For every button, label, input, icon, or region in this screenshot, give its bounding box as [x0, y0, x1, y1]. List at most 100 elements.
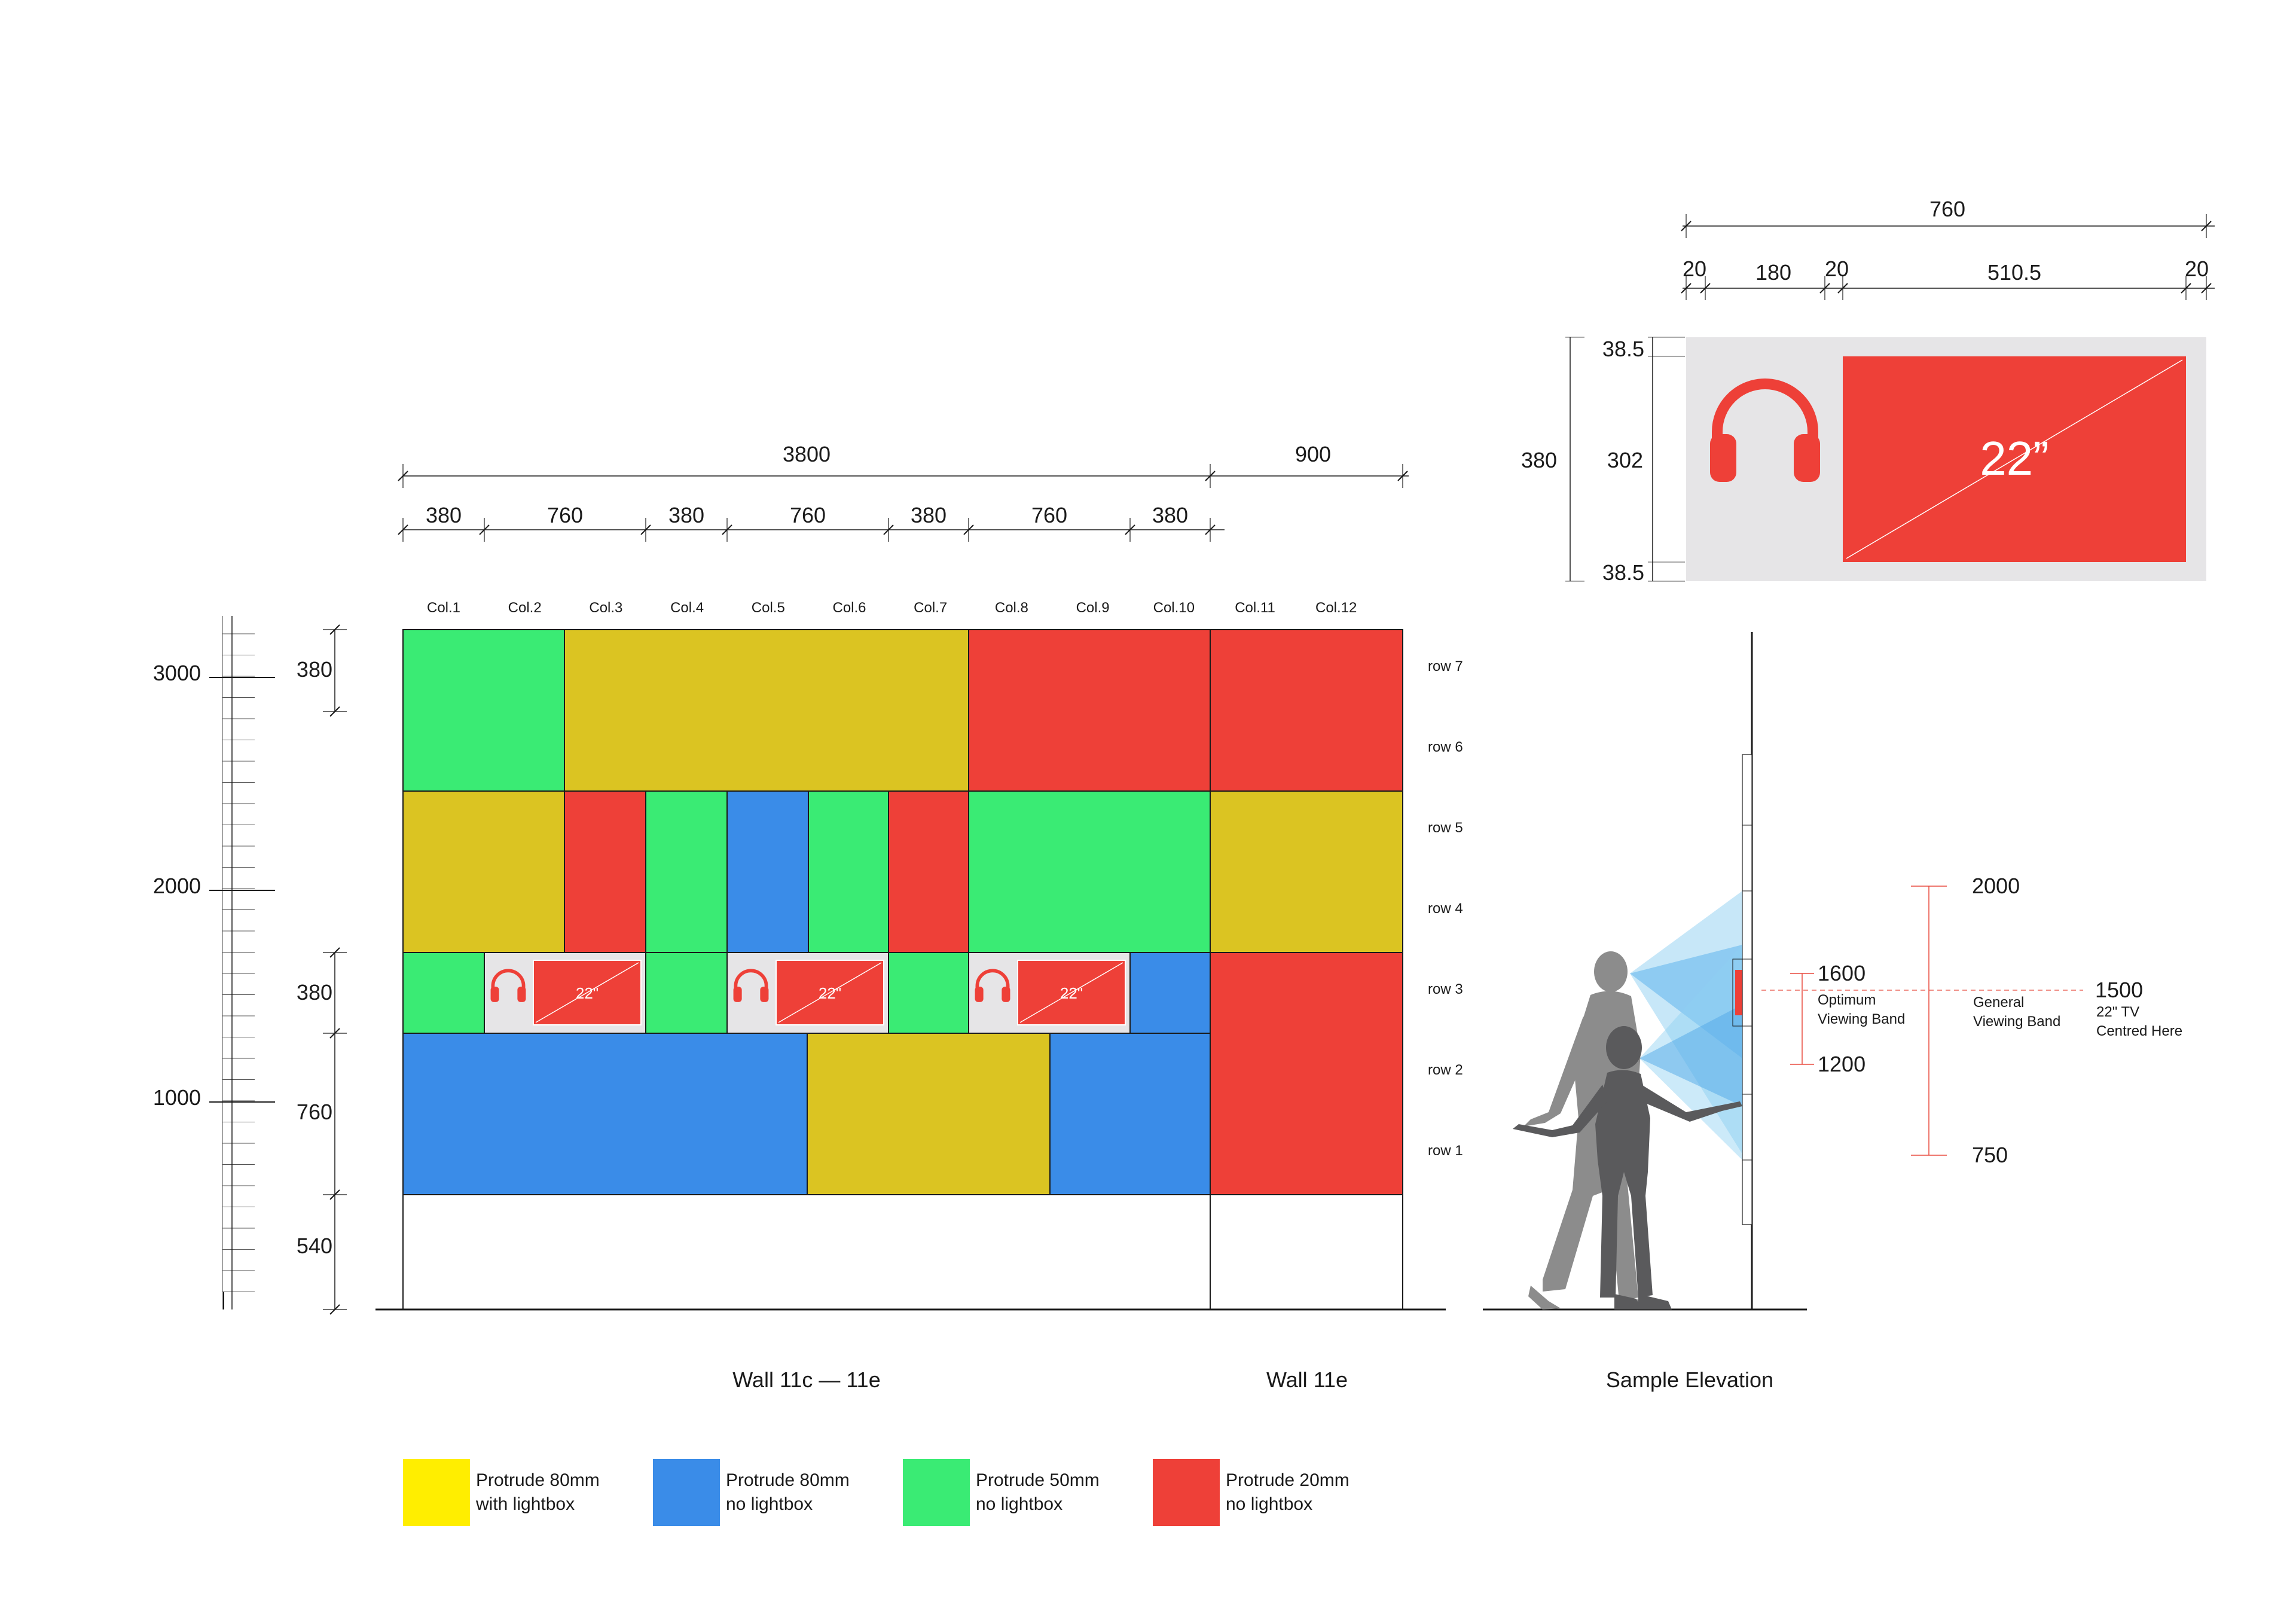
optimum-bottom: 1200 — [1818, 1052, 1866, 1076]
wall-base-11e — [1210, 1194, 1403, 1310]
column-label: Col.8 — [995, 600, 1028, 616]
scale-3000: 3000 — [153, 661, 201, 685]
column-label: Col.6 — [832, 600, 866, 616]
tv-panel-1-content: 22" — [491, 960, 642, 1025]
tv-detail-diagonal — [1846, 359, 2183, 559]
tile-yellow-r1-2-c6-8 — [807, 1033, 1051, 1195]
segment-dim-2: 760 — [547, 503, 583, 527]
column-label: Col.3 — [589, 600, 622, 616]
wall-base-11c — [402, 1194, 1211, 1310]
centre-label-2: Centred Here — [2096, 1023, 2182, 1039]
column-label: Col.1 — [427, 600, 460, 616]
tv-detail-width-1: 20 — [1683, 257, 1706, 281]
wall-11e-tiles — [1210, 629, 1403, 1310]
legend-swatch — [903, 1459, 970, 1526]
legend-item-blue: Protrude 80mm no lightbox — [653, 1459, 881, 1526]
left-dim-540: 540 — [297, 1234, 332, 1258]
legend-line-1: Protrude 80mm — [476, 1470, 600, 1490]
legend-line-2: with lightbox — [476, 1494, 575, 1514]
left-dimensions — [323, 624, 347, 1315]
general-top: 2000 — [1972, 874, 2020, 898]
tile-red-r6-7-c8-10 — [968, 629, 1211, 792]
tile-green-r4-5-c6 — [808, 790, 889, 953]
centre-label-1: 22" TV — [2096, 1004, 2139, 1020]
tv-detail-overall-width: 760 — [1929, 197, 1965, 221]
tv-label: 22" — [819, 984, 841, 1002]
tv-panels-content: 22" 22" 22" — [491, 960, 1126, 1025]
column-label: Col.7 — [914, 600, 947, 616]
tv-label: 22" — [576, 984, 599, 1002]
tv-screen-diagonal — [535, 962, 639, 1023]
wall-11c-11e-tiles — [402, 629, 1211, 1310]
legend-item-yellow: Protrude 80mm with lightbox — [403, 1459, 631, 1526]
tv-detail-height-3: 38.5 — [1602, 560, 1644, 585]
tv-screen — [533, 960, 642, 1025]
tv-detail-width-3: 20 — [1825, 257, 1849, 281]
viewing-cone-child-inner — [1639, 1005, 1742, 1106]
tv-label: 22" — [1060, 984, 1083, 1002]
caption-sample: Sample Elevation — [1606, 1367, 1773, 1392]
caption-wall-main: Wall 11c — 11e — [732, 1367, 880, 1392]
column-label: Col.9 — [1076, 600, 1110, 616]
legend-swatch — [653, 1459, 720, 1526]
tile-blue-r3-c10 — [1129, 952, 1211, 1034]
legend-line-2: no lightbox — [976, 1494, 1063, 1514]
tv-screen-diagonal — [778, 962, 882, 1023]
optimum-top: 1600 — [1818, 961, 1866, 985]
tile-green-r6-7-c1-2 — [402, 629, 565, 792]
row-label: row 7 — [1428, 658, 1463, 674]
legend-line-1: Protrude 50mm — [976, 1470, 1100, 1490]
tile-green-r4-5-c4 — [645, 790, 728, 953]
tile-blue-r4-5-c5 — [726, 790, 809, 953]
row-label: row 4 — [1428, 900, 1463, 917]
general-bottom: 750 — [1972, 1143, 2008, 1167]
tile-red-r6-7-c11-12 — [1210, 629, 1403, 792]
left-dim-380-top: 380 — [297, 657, 332, 682]
tv-detail-label: 22” — [1980, 432, 2049, 485]
tile-green-r3-c1 — [402, 952, 485, 1034]
segment-dim-7: 380 — [1152, 503, 1188, 527]
tv-screen-diagonal — [1019, 962, 1123, 1023]
segment-dim-3: 380 — [668, 503, 704, 527]
tile-red-r4-5-c7 — [888, 790, 969, 953]
tv-marker — [1735, 970, 1742, 1015]
legend-swatch — [1153, 1459, 1220, 1526]
left-dim-380-mid: 380 — [297, 980, 332, 1005]
child-silhouette — [1513, 1026, 1742, 1309]
row-label: row 6 — [1428, 739, 1463, 755]
tile-green-r4-5-c8-10 — [968, 790, 1211, 953]
tv-detail-height-1: 38.5 — [1602, 337, 1644, 361]
row-labels: row 7 row 6 row 5 row 4 row 3 row 2 row 1 — [1428, 658, 1463, 1159]
tv-bracket — [1732, 958, 1743, 1027]
segment-dim-4: 760 — [790, 503, 826, 527]
column-labels: Col.1 Col.2 Col.3 Col.4 Col.5 Col.6 Col.7 Col.8… — [427, 600, 1357, 616]
tile-blue-r1-2-c1-5 — [402, 1033, 808, 1195]
viewing-guides — [1761, 886, 2083, 1156]
tv-detail-width-5: 20 — [2185, 257, 2209, 281]
column-label: Col.10 — [1153, 600, 1195, 616]
optimum-label-2: Viewing Band — [1818, 1011, 1905, 1027]
tile-green-r3-c7 — [888, 952, 969, 1034]
column-label: Col.11 — [1235, 600, 1275, 616]
caption-wall-side: Wall 11e — [1266, 1367, 1348, 1392]
centre-value: 1500 — [2095, 978, 2143, 1002]
legend-swatch — [403, 1459, 470, 1526]
row-label: row 1 — [1428, 1143, 1463, 1159]
row-label: row 3 — [1428, 981, 1463, 997]
top-dimensions — [398, 464, 1409, 542]
row-label: row 2 — [1428, 1062, 1463, 1078]
tv-detail-width-2: 180 — [1755, 260, 1791, 285]
tv-detail-dimensions — [1565, 214, 2215, 582]
scale-1000: 1000 — [153, 1085, 201, 1110]
legend-line-1: Protrude 20mm — [1226, 1470, 1349, 1490]
left-dim-760: 760 — [297, 1100, 332, 1124]
tv-panel-2-content: 22" — [734, 960, 884, 1025]
column-label: Col.4 — [670, 600, 704, 616]
tile-yellow-r6-7-c3-7 — [564, 629, 969, 792]
segment-dim-5: 380 — [911, 503, 947, 527]
segment-dim-1: 380 — [426, 503, 462, 527]
dim-total-900: 900 — [1295, 442, 1331, 466]
segment-dim-6: 760 — [1031, 503, 1067, 527]
sample-elevation — [1513, 632, 2083, 1309]
